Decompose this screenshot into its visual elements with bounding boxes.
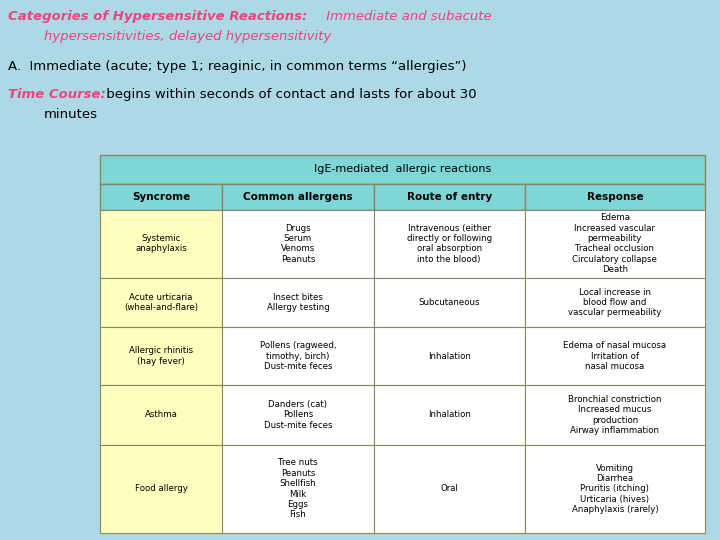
Text: Route of entry: Route of entry xyxy=(407,192,492,201)
Bar xyxy=(100,155,705,184)
Bar xyxy=(222,445,374,533)
Text: minutes: minutes xyxy=(44,108,98,121)
Bar xyxy=(222,210,374,278)
Bar xyxy=(222,327,374,385)
Text: Inhalation: Inhalation xyxy=(428,410,471,420)
Bar xyxy=(374,445,525,533)
Text: Systemic
anaphylaxis: Systemic anaphylaxis xyxy=(135,234,187,253)
Text: Asthma: Asthma xyxy=(145,410,178,420)
Text: Tree nuts
Peanuts
Shellfish
Milk
Eggs
Fish: Tree nuts Peanuts Shellfish Milk Eggs Fi… xyxy=(278,458,318,519)
Text: begins within seconds of contact and lasts for about 30: begins within seconds of contact and las… xyxy=(102,88,477,101)
Text: Immediate and subacute: Immediate and subacute xyxy=(322,10,492,23)
Bar xyxy=(374,327,525,385)
Bar xyxy=(222,385,374,445)
Text: Common allergens: Common allergens xyxy=(243,192,353,201)
Text: Drugs
Serum
Venoms
Peanuts: Drugs Serum Venoms Peanuts xyxy=(281,224,315,264)
Bar xyxy=(222,184,374,210)
Bar xyxy=(525,278,705,327)
Text: Pollens (ragweed,
timothy, birch)
Dust-mite feces: Pollens (ragweed, timothy, birch) Dust-m… xyxy=(260,341,336,371)
Text: Acute urticaria
(wheal-and-flare): Acute urticaria (wheal-and-flare) xyxy=(124,293,198,312)
Text: Subcutaneous: Subcutaneous xyxy=(418,298,480,307)
Bar xyxy=(222,278,374,327)
Bar xyxy=(525,210,705,278)
Text: Intravenous (either
directly or following
oral absorption
into the blood): Intravenous (either directly or followin… xyxy=(407,224,492,264)
Bar xyxy=(100,327,222,385)
Text: Syncrome: Syncrome xyxy=(132,192,190,201)
Text: Time Course:: Time Course: xyxy=(8,88,106,101)
Text: Local increase in
blood flow and
vascular permeability: Local increase in blood flow and vascula… xyxy=(568,287,662,318)
Text: Inhalation: Inhalation xyxy=(428,352,471,361)
Text: Response: Response xyxy=(587,192,643,201)
Text: Vomiting
Diarrhea
Pruritis (itching)
Urticaria (hives)
Anaphylaxis (rarely): Vomiting Diarrhea Pruritis (itching) Urt… xyxy=(572,464,658,514)
Bar xyxy=(525,385,705,445)
Text: Edema
Increased vascular
permeability
Tracheal occlusion
Circulatory collapse
De: Edema Increased vascular permeability Tr… xyxy=(572,213,657,274)
Bar xyxy=(374,385,525,445)
Text: Edema of nasal mucosa
Irritation of
nasal mucosa: Edema of nasal mucosa Irritation of nasa… xyxy=(563,341,667,371)
Bar xyxy=(374,210,525,278)
Bar xyxy=(100,445,222,533)
Text: Bronchial constriction
Increased mucus
production
Airway inflammation: Bronchial constriction Increased mucus p… xyxy=(568,395,662,435)
Text: Oral: Oral xyxy=(440,484,458,494)
Text: Insect bites
Allergy testing: Insect bites Allergy testing xyxy=(266,293,329,312)
Bar xyxy=(525,184,705,210)
Text: IgE-mediated  allergic reactions: IgE-mediated allergic reactions xyxy=(314,164,491,174)
Bar xyxy=(525,327,705,385)
Bar xyxy=(374,278,525,327)
Text: hypersensitivities, delayed hypersensitivity: hypersensitivities, delayed hypersensiti… xyxy=(44,30,331,43)
Bar xyxy=(100,210,222,278)
Bar xyxy=(100,278,222,327)
Text: Categories of Hypersensitive Reactions:: Categories of Hypersensitive Reactions: xyxy=(8,10,307,23)
Text: Danders (cat)
Pollens
Dust-mite feces: Danders (cat) Pollens Dust-mite feces xyxy=(264,400,332,430)
Text: Allergic rhinitis
(hay fever): Allergic rhinitis (hay fever) xyxy=(129,347,193,366)
Bar xyxy=(100,184,222,210)
Text: A.  Immediate (acute; type 1; reaginic, in common terms “allergies”): A. Immediate (acute; type 1; reaginic, i… xyxy=(8,60,467,73)
Text: Food allergy: Food allergy xyxy=(135,484,188,494)
Bar xyxy=(100,385,222,445)
Bar xyxy=(374,184,525,210)
Bar xyxy=(525,445,705,533)
